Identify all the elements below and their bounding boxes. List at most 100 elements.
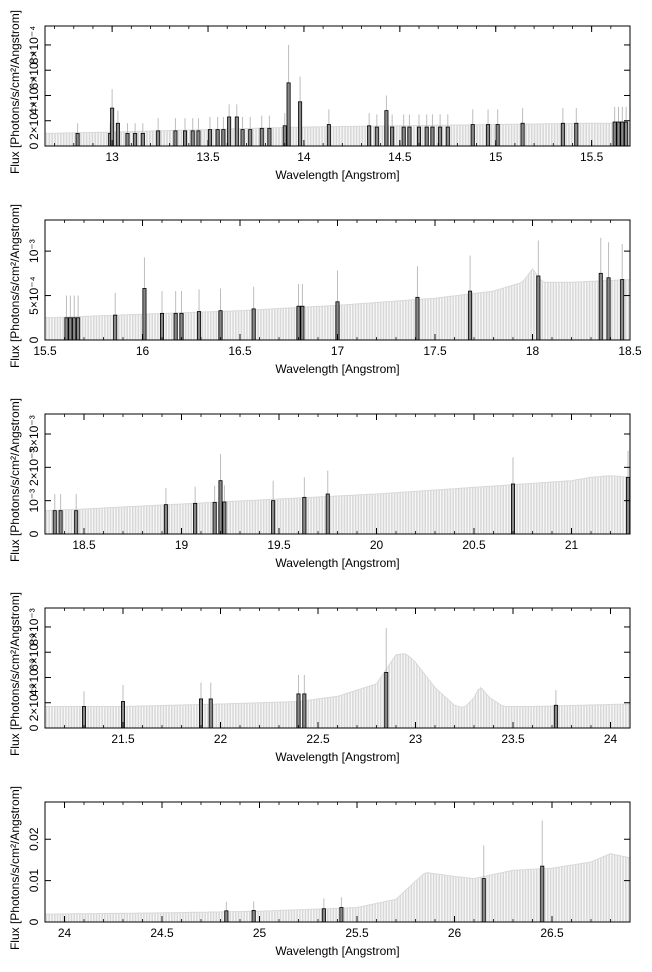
emission-line-bar (574, 122, 579, 147)
emission-line-bar (326, 124, 331, 147)
emission-line-bar (510, 483, 515, 535)
x-tick-label: 18.5 (72, 538, 96, 552)
emission-line-bar (193, 502, 198, 535)
y-axis-title: Flux [Photons/s/cm²/Angstrom] (8, 786, 22, 950)
emission-line-bar (183, 130, 188, 147)
x-tick-label: 19 (175, 538, 189, 552)
emission-line-bar (115, 122, 120, 147)
y-tick-label: 0 (27, 336, 41, 343)
x-axis-title: Wavelength [Angstrom] (275, 750, 399, 764)
x-tick-label: 17 (331, 344, 345, 358)
y-tick-label: 0 (27, 918, 41, 925)
y-tick-label: 2×10⁻⁴ (27, 101, 41, 140)
x-tick-label: 14.5 (388, 150, 412, 164)
emission-line-bar (553, 704, 558, 729)
emission-line-bar (520, 122, 525, 147)
spectrum-panel-3: 18.5 19 19.5 20 20.5 21 0 10⁻³ 2×10⁻³3×10⁻³ Wavel… (8, 398, 631, 570)
emission-line-bar (282, 125, 287, 147)
emission-line-bar (222, 501, 227, 535)
emission-line-bar (620, 121, 625, 147)
emission-line-bar (74, 510, 79, 535)
emission-line-bar (325, 493, 330, 535)
x-axis-title: Wavelength [Angstrom] (275, 168, 399, 182)
emission-line-bar (415, 296, 420, 341)
emission-line-bar (251, 910, 256, 923)
x-tick-label: 17.5 (423, 344, 447, 358)
emission-line-bar (286, 82, 291, 147)
x-tick-label: 25 (253, 926, 267, 940)
emission-line-bar (251, 308, 256, 341)
emission-line-bar (438, 126, 443, 147)
x-tick-label: 22 (214, 732, 228, 746)
y-tick-label: 4×10⁻⁴ (27, 76, 41, 115)
x-tick-label: 25.5 (345, 926, 369, 940)
emission-line-bar (212, 501, 217, 535)
x-tick-label: 13 (105, 150, 119, 164)
emission-line-bar (384, 110, 389, 147)
x-tick-label: 15.5 (33, 344, 57, 358)
emission-line-bar (58, 510, 63, 535)
emission-line-bar (140, 132, 145, 147)
emission-line-bar (198, 698, 203, 729)
emission-line-bar (495, 124, 500, 147)
emission-line-bar (259, 127, 264, 147)
y-tick-label: 10⁻³ (27, 489, 41, 513)
x-tick-label: 18 (526, 344, 540, 358)
emission-line-bar (52, 510, 57, 535)
emission-line-bar (620, 279, 625, 341)
emission-line-bar (445, 126, 450, 147)
x-tick-label: 24 (58, 926, 72, 940)
emission-line-bar (64, 317, 69, 341)
emission-line-bar (234, 116, 239, 147)
emission-line-bar (271, 500, 276, 535)
x-axis-title: Wavelength [Angstrom] (275, 556, 399, 570)
emission-line-bar (296, 305, 301, 341)
emission-line-bar (163, 504, 168, 535)
emission-line-bar (82, 706, 87, 729)
x-tick-label: 23.5 (501, 732, 525, 746)
plot-frame (44, 607, 631, 729)
emission-line-bar (612, 121, 617, 147)
x-tick-label: 26.5 (540, 926, 564, 940)
continuum-envelope (45, 853, 631, 915)
emission-line-bar (468, 290, 473, 341)
plot-frame (44, 25, 631, 147)
emission-line-bar (296, 693, 301, 729)
emission-line-bar (68, 317, 73, 341)
emission-line-bar (424, 126, 429, 147)
emission-line-bar (125, 132, 130, 147)
emission-line-bar (302, 496, 307, 535)
x-tick-label: 22.5 (306, 732, 330, 746)
spectrum-panel-1: 13 13.5 14 14.5 15 15.5 0 2×10⁻⁴4×10⁻⁴6×10⁻⁴8×1… (8, 10, 631, 182)
emission-line-bar (224, 910, 229, 923)
emission-line-bar (430, 126, 435, 147)
y-tick-label: 10⁻³ (27, 239, 41, 263)
x-tick-label: 15 (489, 150, 503, 164)
y-axis-title: Flux [Photons/s/cm²/Angstrom] (8, 398, 22, 562)
emission-line-bar (207, 129, 212, 147)
emission-line-bar (196, 130, 201, 147)
emission-line-bar (240, 129, 245, 147)
emission-line-bar (560, 122, 565, 147)
spectrum-panel-2: 15.5 16 16.5 17 17.5 18 18.5 0 5×10⁻⁴ 10⁻³ Wavelen… (8, 204, 642, 376)
emission-line-bar (598, 272, 603, 341)
emission-line-bar (540, 865, 545, 923)
spectrum-panel-5: 24 24.5 25 25.5 26 26.5 0 0.01 0.02 Wavelength [A… (8, 786, 631, 958)
x-tick-label: 18.5 (618, 344, 642, 358)
y-tick-label: 0 (27, 724, 41, 731)
y-tick-label: 6×10⁻³ (27, 634, 41, 671)
emission-line-bar (179, 312, 184, 341)
emission-line-bar (113, 314, 118, 341)
y-tick-label: 8×10⁻³ (27, 608, 41, 645)
y-tick-label: 2×10⁻³ (27, 449, 41, 486)
y-axis-title: Flux [Photons/s/cm²/Angstrom] (8, 592, 22, 756)
emission-line-bar (367, 125, 372, 147)
emission-line-bar (75, 132, 80, 147)
continuum-envelope (45, 653, 631, 708)
y-tick-label: 5×10⁻⁴ (27, 276, 41, 315)
x-tick-label: 21.5 (111, 732, 135, 746)
y-axis-title: Flux [Photons/s/cm²/Angstrom] (8, 204, 22, 368)
emission-line-bar (218, 480, 223, 535)
y-tick-label: 4×10⁻³ (27, 659, 41, 696)
emission-line-bar (72, 317, 77, 341)
